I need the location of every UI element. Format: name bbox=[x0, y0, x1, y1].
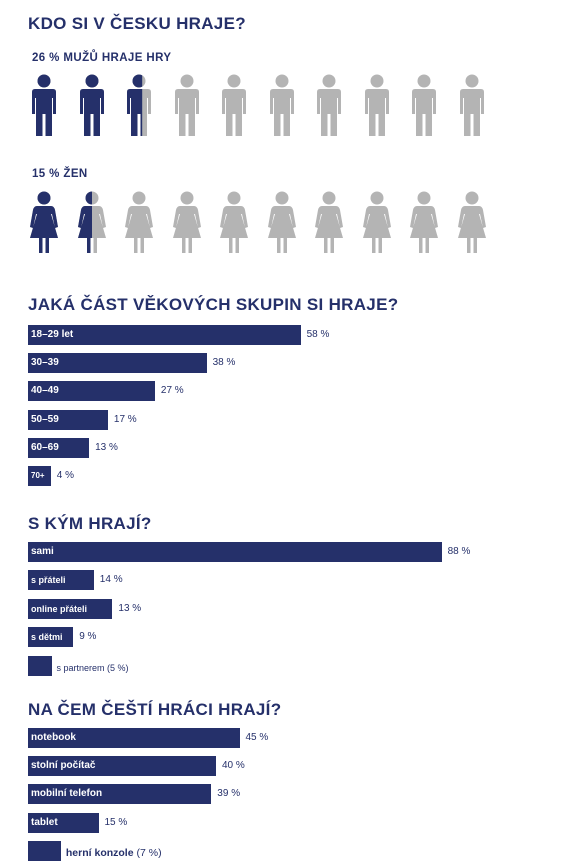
bar bbox=[28, 655, 52, 676]
male-person-icon bbox=[412, 74, 436, 136]
bar bbox=[28, 784, 212, 805]
female-person-icon bbox=[267, 191, 296, 253]
value-label: (7 %) bbox=[133, 846, 162, 859]
bar bbox=[28, 728, 240, 748]
value-label: 38 % bbox=[212, 357, 236, 369]
value-label: 88 % bbox=[447, 546, 471, 557]
value-label: (5 %) bbox=[104, 662, 129, 673]
bar bbox=[28, 437, 90, 458]
category-label: notebook bbox=[31, 732, 76, 743]
male-person-icon bbox=[317, 74, 341, 136]
bar-outside-label: s partnerem (5 %) bbox=[57, 658, 129, 678]
title-who-plays: KDO SI V ČESKU HRAJE? bbox=[28, 14, 246, 33]
category-label: s přáteli bbox=[31, 575, 66, 586]
category-label: herní konzole bbox=[65, 846, 134, 859]
female-person-icon bbox=[362, 191, 391, 253]
value-label: 14 % bbox=[99, 574, 123, 586]
category-label: sami bbox=[31, 546, 54, 557]
category-label: 40–49 bbox=[31, 385, 59, 397]
male-person-icon bbox=[222, 74, 246, 136]
category-label: s partnerem bbox=[56, 662, 105, 673]
value-label: 15 % bbox=[104, 816, 128, 828]
title-devices: NA ČEM ČEŠTÍ HRÁCI HRAJÍ? bbox=[28, 700, 282, 719]
male-person-icon bbox=[364, 74, 389, 136]
value-label: 58 % bbox=[306, 329, 330, 340]
bar bbox=[28, 409, 108, 430]
men-caption: 26 % MUŽŮ HRAJE HRY bbox=[32, 52, 172, 64]
bar bbox=[28, 627, 74, 648]
male-person-icon bbox=[174, 74, 199, 136]
category-label: 30–39 bbox=[31, 357, 59, 369]
bar bbox=[28, 756, 216, 777]
female-person-icon bbox=[410, 191, 438, 253]
bar bbox=[28, 381, 155, 402]
category-label: s dětmi bbox=[31, 632, 63, 643]
female-person-icon bbox=[30, 191, 58, 253]
value-label: 17 % bbox=[113, 413, 137, 425]
value-label: 40 % bbox=[222, 760, 245, 772]
male-person-icon bbox=[79, 74, 104, 136]
women-caption: 15 % ŽEN bbox=[32, 168, 88, 180]
bar bbox=[28, 570, 94, 591]
male-person-icon bbox=[459, 74, 484, 136]
value-label: 13 % bbox=[118, 602, 142, 614]
category-label: 50–59 bbox=[31, 413, 59, 425]
male-person-icon bbox=[127, 74, 151, 136]
bar bbox=[28, 840, 61, 861]
bar bbox=[28, 466, 51, 486]
bar-outside-label: herní konzole (7 %) bbox=[66, 843, 162, 863]
male-person-icon bbox=[269, 74, 294, 136]
female-person-icon bbox=[77, 191, 106, 253]
title-with-whom: S KÝM HRAJÍ? bbox=[28, 514, 152, 533]
value-label: 13 % bbox=[95, 441, 118, 453]
female-person-icon bbox=[125, 191, 153, 253]
female-person-icon bbox=[457, 191, 486, 253]
category-label: 18–29 let bbox=[31, 329, 74, 340]
category-label: online přáteli bbox=[31, 603, 88, 614]
value-label: 9 % bbox=[79, 631, 97, 643]
category-label: 70+ bbox=[31, 471, 45, 480]
category-label: mobilní telefon bbox=[31, 788, 103, 800]
category-label: 60–69 bbox=[31, 441, 59, 453]
bar bbox=[28, 325, 301, 345]
value-label: 39 % bbox=[217, 788, 241, 800]
bar bbox=[28, 542, 442, 562]
female-person-icon bbox=[315, 191, 343, 253]
value-label: 45 % bbox=[245, 732, 269, 743]
category-label: stolní počítač bbox=[31, 760, 96, 772]
title-age-groups: JAKÁ ČÁST VĚKOVÝCH SKUPIN SI HRAJE? bbox=[28, 295, 399, 314]
category-label: tablet bbox=[31, 816, 58, 828]
male-person-icon bbox=[32, 74, 56, 136]
value-label: 27 % bbox=[160, 385, 184, 397]
value-label: 4 % bbox=[56, 470, 75, 481]
bar bbox=[28, 353, 207, 374]
female-person-icon bbox=[172, 191, 201, 253]
bar bbox=[28, 812, 99, 833]
female-person-icon bbox=[220, 191, 248, 253]
bar bbox=[28, 598, 113, 619]
